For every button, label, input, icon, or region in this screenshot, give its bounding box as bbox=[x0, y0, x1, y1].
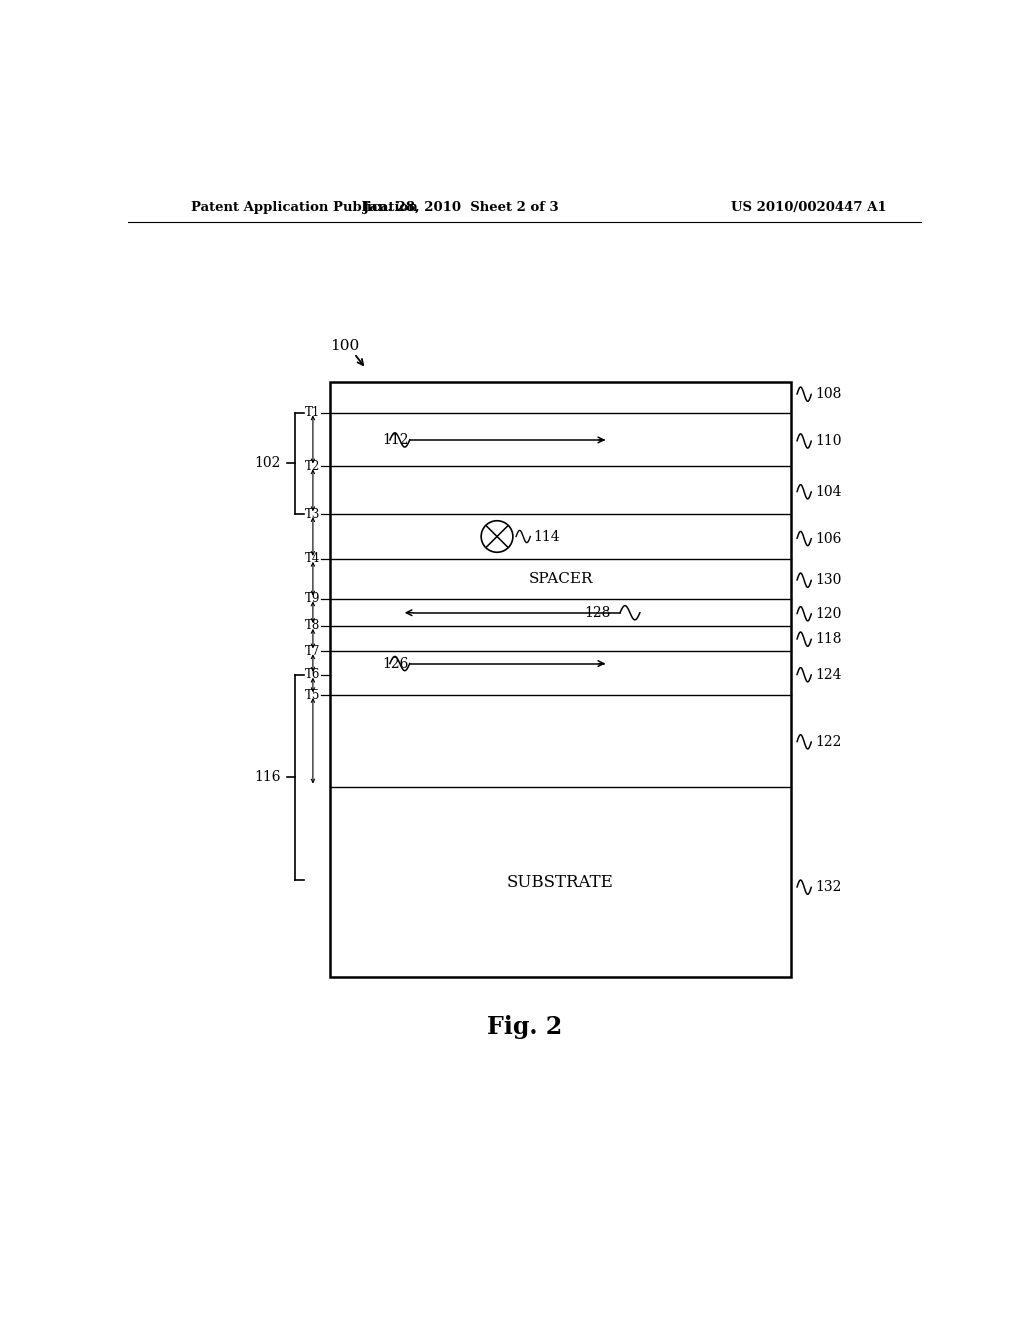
Text: 116: 116 bbox=[254, 771, 281, 784]
Text: T6: T6 bbox=[305, 668, 321, 681]
Text: 118: 118 bbox=[815, 632, 842, 647]
Text: 104: 104 bbox=[815, 484, 842, 499]
Text: 122: 122 bbox=[815, 735, 842, 748]
Text: 110: 110 bbox=[815, 434, 842, 447]
Text: 100: 100 bbox=[331, 339, 359, 354]
Bar bbox=[331, 381, 791, 977]
Text: SUBSTRATE: SUBSTRATE bbox=[507, 874, 614, 891]
Text: Fig. 2: Fig. 2 bbox=[487, 1015, 562, 1039]
Text: US 2010/0020447 A1: US 2010/0020447 A1 bbox=[731, 201, 887, 214]
Text: 128: 128 bbox=[585, 606, 610, 619]
Text: SPACER: SPACER bbox=[528, 572, 593, 586]
Text: 124: 124 bbox=[815, 668, 842, 681]
Text: 114: 114 bbox=[534, 529, 560, 544]
Text: 112: 112 bbox=[382, 433, 409, 447]
Text: 120: 120 bbox=[815, 607, 842, 620]
Text: 102: 102 bbox=[254, 457, 281, 470]
Text: 132: 132 bbox=[815, 880, 842, 894]
Ellipse shape bbox=[481, 520, 513, 552]
Text: T4: T4 bbox=[305, 552, 321, 565]
Text: T7: T7 bbox=[305, 645, 321, 657]
Text: 108: 108 bbox=[815, 387, 842, 401]
Text: Jan. 28, 2010  Sheet 2 of 3: Jan. 28, 2010 Sheet 2 of 3 bbox=[364, 201, 559, 214]
Text: Patent Application Publication: Patent Application Publication bbox=[191, 201, 418, 214]
Text: T3: T3 bbox=[305, 508, 321, 520]
Text: T5: T5 bbox=[305, 689, 321, 701]
Text: T2: T2 bbox=[305, 459, 321, 473]
Text: T8: T8 bbox=[305, 619, 321, 632]
Text: 106: 106 bbox=[815, 532, 842, 545]
Text: T9: T9 bbox=[305, 591, 321, 605]
Text: 126: 126 bbox=[382, 656, 409, 671]
Text: 130: 130 bbox=[815, 573, 842, 587]
Text: T1: T1 bbox=[305, 407, 321, 418]
